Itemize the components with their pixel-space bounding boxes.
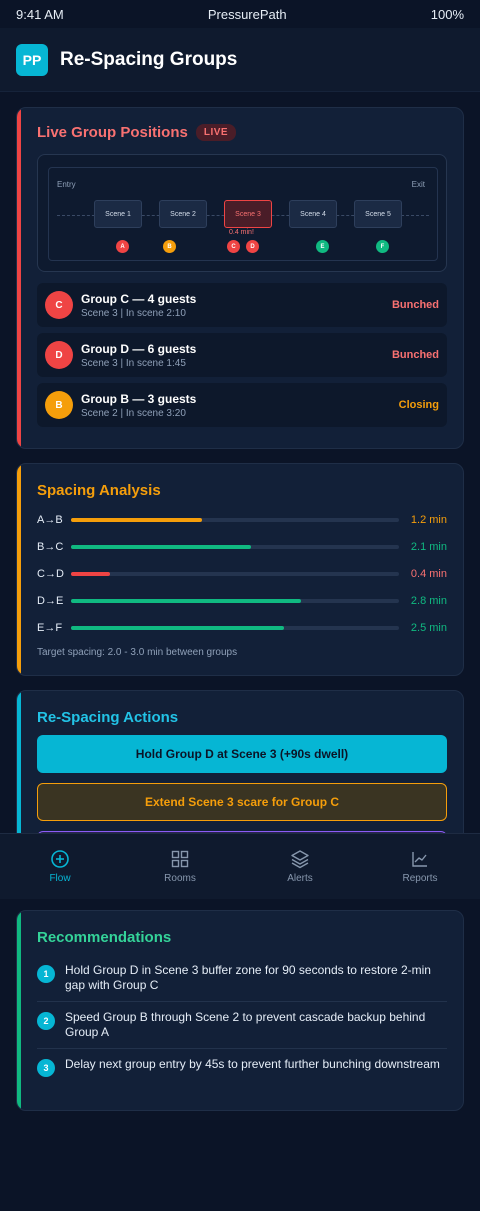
scene-2-box[interactable]: Scene 2 [159, 200, 207, 228]
status-badge: Bunched [391, 299, 439, 311]
live-positions-card: Live Group Positions LIVE Entry Exit Sce… [16, 107, 464, 449]
target-spacing-note: Target spacing: 2.0 - 3.0 min between gr… [37, 647, 238, 658]
recommendations-card: Recommendations 1 Hold Group D in Scene … [16, 910, 464, 1111]
group-c-avatar: C [45, 291, 73, 319]
recommendation-text: Delay next group entry by 45s to prevent… [65, 1057, 440, 1071]
flow-diagram: Entry Exit Scene 1 Scene 2 Scene 3 Scene… [37, 154, 447, 272]
extend-scare-button[interactable]: Extend Scene 3 scare for Group C [37, 783, 447, 821]
spacing-label: E→F [37, 622, 63, 634]
nav-flow[interactable]: Flow [0, 834, 120, 899]
spacing-row-b-c: B→C 2.1 min [37, 539, 447, 555]
status-app-name: PressurePath [207, 6, 287, 22]
scene-4-box[interactable]: Scene 4 [289, 200, 337, 228]
gap-warning: 0.4 min! [229, 229, 254, 236]
spacing-bar [71, 545, 399, 549]
recommendation-number: 1 [37, 965, 55, 983]
scene-1-box[interactable]: Scene 1 [94, 200, 142, 228]
spacing-value: 2.1 min [410, 541, 447, 553]
divider [37, 1001, 447, 1002]
recommendation-item: 3 Delay next group entry by 45s to preve… [37, 1057, 447, 1077]
entry-label: Entry [57, 180, 76, 189]
spacing-row-c-d: C→D 0.4 min [37, 566, 447, 582]
group-c-row[interactable]: C Group C — 4 guests Scene 3 | In scene … [37, 283, 447, 327]
actions-title: Re-Spacing Actions [37, 709, 179, 726]
status-battery: 100% [430, 6, 464, 22]
hold-group-d-button[interactable]: Hold Group D at Scene 3 (+90s dwell) [37, 735, 447, 773]
flow-icon [51, 850, 69, 868]
group-name: Group C — 4 guests [81, 291, 197, 306]
spacing-bar [71, 572, 399, 576]
live-badge: LIVE [195, 124, 237, 141]
spacing-value: 0.4 min [410, 568, 447, 580]
group-b-dot[interactable]: B [163, 240, 176, 253]
recommendation-item: 2 Speed Group B through Scene 2 to preve… [37, 1010, 447, 1040]
nav-alerts[interactable]: Alerts [240, 834, 360, 899]
positions-title: Live Group Positions [37, 124, 188, 141]
recommendation-number: 3 [37, 1059, 55, 1077]
spacing-value: 2.5 min [410, 622, 447, 634]
group-d-dot[interactable]: D [246, 240, 259, 253]
app-logo: PP [16, 43, 48, 76]
exit-label: Exit [411, 180, 425, 189]
group-f-dot[interactable]: F [376, 240, 389, 253]
scene-5-box[interactable]: Scene 5 [354, 200, 402, 228]
status-badge: Bunched [391, 349, 439, 361]
spacing-analysis-card: Spacing Analysis A→B 1.2 min B→C 2.1 min… [16, 463, 464, 676]
spacing-title: Spacing Analysis [37, 482, 161, 499]
spacing-row-a-b: A→B 1.2 min [37, 512, 447, 528]
spacing-row-d-e: D→E 2.8 min [37, 593, 447, 609]
group-d-avatar: D [45, 341, 73, 369]
nav-label: Rooms [164, 873, 196, 884]
group-b-row[interactable]: B Group B — 3 guests Scene 2 | In scene … [37, 383, 447, 427]
spacing-bar-fill [71, 545, 252, 549]
group-c-dot[interactable]: C [227, 240, 240, 253]
nav-label: Reports [402, 873, 438, 884]
recommendations-title: Recommendations [37, 929, 172, 946]
group-detail: Scene 3 | In scene 1:45 [81, 357, 186, 369]
scene-3-box[interactable]: Scene 3 [224, 200, 272, 228]
group-detail: Scene 3 | In scene 2:10 [81, 307, 186, 319]
spacing-bar [71, 626, 399, 630]
status-time: 9:41 AM [16, 6, 64, 22]
spacing-bar [71, 599, 399, 603]
status-bar: 9:41 AM PressurePath 100% [0, 0, 480, 28]
layers-icon [291, 850, 309, 869]
nav-label: Alerts [287, 873, 313, 884]
spacing-label: C→D [37, 568, 64, 580]
nav-reports[interactable]: Reports [360, 834, 480, 899]
group-a-dot[interactable]: A [116, 240, 129, 253]
spacing-bar-fill [71, 626, 285, 630]
spacing-bar [71, 518, 399, 522]
spacing-label: A→B [37, 514, 63, 526]
spacing-value: 2.8 min [410, 595, 447, 607]
divider [37, 1048, 447, 1049]
group-name: Group B — 3 guests [81, 391, 197, 406]
status-badge: Closing [398, 399, 439, 411]
spacing-label: B→C [37, 541, 64, 553]
spacing-label: D→E [37, 595, 64, 607]
spacing-value: 1.2 min [410, 514, 447, 526]
spacing-bar-fill [71, 572, 111, 576]
recommendation-text: Hold Group D in Scene 3 buffer zone for … [65, 963, 431, 992]
recommendation-text: Speed Group B through Scene 2 to prevent… [65, 1010, 426, 1039]
recommendation-number: 2 [37, 1012, 55, 1030]
group-d-row[interactable]: D Group D — 6 guests Scene 3 | In scene … [37, 333, 447, 377]
nav-label: Flow [49, 873, 71, 884]
nav-rooms[interactable]: Rooms [120, 834, 240, 899]
group-b-avatar: B [45, 391, 73, 419]
group-detail: Scene 2 | In scene 3:20 [81, 407, 186, 419]
grid-icon [171, 850, 189, 868]
group-e-dot[interactable]: E [316, 240, 329, 253]
recommendation-item: 1 Hold Group D in Scene 3 buffer zone fo… [37, 963, 447, 993]
spacing-row-e-f: E→F 2.5 min [37, 620, 447, 636]
chart-icon [412, 852, 427, 867]
spacing-bar-fill [71, 518, 203, 522]
page-title: Re-Spacing Groups [60, 48, 238, 70]
group-name: Group D — 6 guests [81, 341, 197, 356]
spacing-bar-fill [71, 599, 301, 603]
bottom-nav: Flow Rooms Alerts Reports [0, 833, 480, 899]
app-header: PP Re-Spacing Groups [0, 28, 480, 92]
